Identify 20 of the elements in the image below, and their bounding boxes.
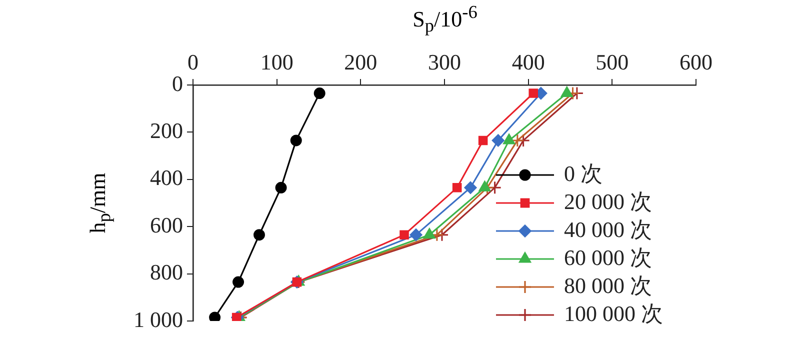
legend-label: 20 000 次 — [564, 188, 652, 214]
legend-label: 100 000 次 — [564, 300, 663, 326]
y-tick-label: 1 000 — [134, 306, 183, 332]
legend-label: 80 000 次 — [564, 272, 652, 298]
y-tick-label: 800 — [150, 260, 183, 285]
x-tick-label: 400 — [512, 50, 545, 75]
legend-label: 40 000 次 — [564, 216, 652, 242]
x-tick-label: 200 — [344, 50, 378, 75]
legend-label: 0 次 — [564, 160, 602, 186]
y-tick-label: 0 — [172, 70, 183, 96]
y-tick-label: 200 — [150, 118, 183, 143]
x-tick-label: 600 — [680, 50, 712, 75]
x-tick-label: 0 — [188, 50, 198, 75]
y-tick-label: 600 — [150, 212, 183, 238]
x-tick-label: 300 — [428, 50, 461, 75]
y-tick-label: 400 — [150, 165, 183, 190]
x-tick-label: 100 — [260, 50, 294, 75]
legend-label: 60 000 次 — [564, 244, 652, 270]
x-tick-label: 500 — [596, 50, 629, 75]
x-axis-title: S$_{p}$/10$^{-6}$ — [412, 2, 478, 37]
